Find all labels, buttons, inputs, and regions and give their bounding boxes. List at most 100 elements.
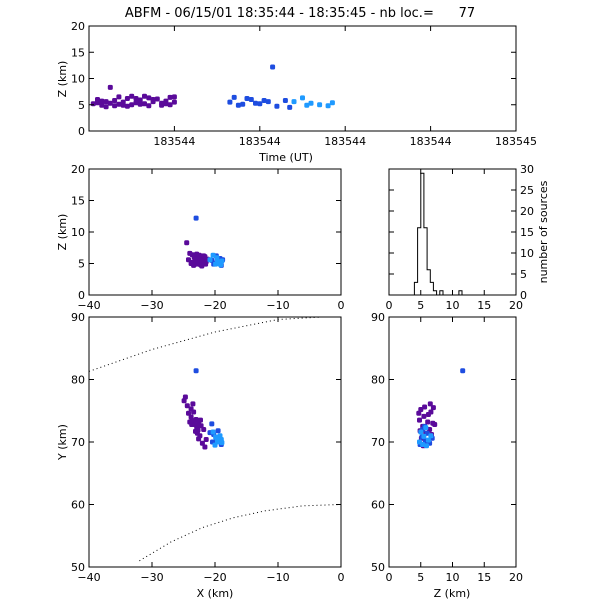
altitude-histogram-y-tick-label: 25 [520, 184, 534, 197]
time-height-point [116, 101, 122, 107]
x-y-xlabel: X (km) [197, 587, 234, 600]
x-y-point [215, 428, 221, 434]
z-y-point [416, 410, 422, 416]
z-y-point [427, 401, 433, 407]
x-y-point [196, 436, 202, 442]
x-y-ticks: −40 −30 −20 −10 0 50 60 70 80 90 [71, 311, 345, 584]
x-z-ylabel: Z (km) [56, 214, 69, 251]
x-z-point [219, 258, 225, 264]
x-y-point [193, 368, 199, 374]
z-y-x-tick-label: 10 [446, 571, 460, 584]
x-z-ticks: −40 −30 −20 −10 0 0 5 10 15 20 [71, 163, 345, 312]
z-y-point [418, 407, 424, 412]
x-y-x-tick-label: −20 [203, 571, 226, 584]
x-y-y-tick-label: 50 [71, 561, 85, 574]
z-y-point [421, 433, 427, 439]
x-z-y-tick-label: 15 [71, 195, 85, 208]
z-y-panel: 0 5 10 15 20 50 60 70 80 90 Z (km) [371, 311, 523, 600]
x-y-ylabel: Y (km) [56, 424, 69, 461]
x-z-x-tick-label: −20 [203, 299, 226, 312]
time-height-ylabel: Z (km) [56, 61, 69, 98]
x-y-point [201, 427, 207, 432]
x-y-point [214, 435, 220, 441]
time-height-point [142, 101, 147, 107]
time-height-point [120, 102, 126, 108]
z-y-point [417, 417, 422, 423]
altitude-histogram-x-tick-label: 5 [417, 299, 424, 312]
z-y-xlabel: Z (km) [434, 587, 471, 600]
time-height-point [257, 101, 263, 107]
time-height-point [270, 64, 276, 70]
time-height-point [95, 100, 100, 106]
time-height-point [133, 100, 139, 106]
range-ring-1 [88, 316, 323, 372]
altitude-histogram-y-tick-label: 0 [520, 289, 527, 302]
x-y-x-tick-label: 0 [338, 571, 345, 584]
z-y-y-tick-label: 70 [371, 436, 385, 449]
x-y-point [210, 429, 216, 435]
z-y-point [430, 405, 436, 411]
time-height-point [253, 100, 258, 106]
z-y-ticks: 0 5 10 15 20 50 60 70 80 90 [371, 311, 523, 584]
time-height-point [99, 98, 105, 104]
z-y-point [425, 419, 431, 425]
x-z-panel: −40 −30 −20 −10 0 0 5 10 15 20 Z (km) [56, 163, 345, 312]
x-z-point [196, 252, 202, 258]
x-y-y-tick-label: 90 [71, 311, 85, 324]
z-y-x-tick-label: 5 [417, 571, 424, 584]
time-height-point [99, 102, 105, 108]
z-y-point [422, 404, 428, 410]
time-height-point [329, 100, 335, 106]
z-y-y-tick-label: 80 [371, 374, 385, 387]
x-y-point [202, 444, 208, 450]
x-z-point [186, 257, 191, 263]
z-y-y-tick-label: 50 [371, 561, 385, 574]
time-height-ticks: 183544 183544 183544 183544 183545 0 5 10 15 20 [71, 20, 537, 148]
time-height-point [107, 100, 113, 106]
x-z-point [193, 215, 199, 221]
time-height-point [308, 100, 314, 106]
z-y-x-tick-label: 15 [477, 571, 491, 584]
time-height-point [240, 101, 246, 107]
z-y-point [432, 422, 438, 427]
time-height-point [244, 96, 250, 101]
time-height-point [154, 96, 160, 102]
z-y-y-tick-label: 60 [371, 499, 385, 512]
x-y-x-tick-label: −40 [77, 571, 100, 584]
time-height-point [265, 99, 271, 105]
x-z-x-tick-label: −10 [266, 299, 289, 312]
time-height-panel: 183544 183544 183544 183544 183545 0 5 10 15 20 T… [56, 20, 537, 164]
time-height-point [112, 98, 118, 103]
time-height-point [304, 102, 310, 108]
x-y-point [189, 422, 195, 427]
altitude-histogram-y-tick-label: 30 [520, 163, 534, 176]
x-y-panel: −40 −30 −20 −10 0 50 60 70 80 90 X (km) Y (km) [56, 311, 345, 600]
x-y-point [203, 437, 209, 442]
altitude-histogram-y-tick-label: 5 [520, 268, 527, 281]
altitude-histogram-ylabel: number of sources [537, 180, 550, 283]
time-height-point [248, 97, 254, 102]
altitude-histogram-y-tick-label: 20 [520, 205, 534, 218]
x-z-point [214, 255, 220, 261]
time-height-point [235, 102, 241, 108]
x-y-point [193, 428, 198, 434]
x-y-point [212, 442, 218, 448]
time-height-point [159, 102, 165, 108]
altitude-histogram-y-tick-label: 10 [520, 247, 534, 260]
time-height-point [107, 84, 113, 90]
x-z-y-tick-label: 20 [71, 163, 85, 176]
time-height-point [261, 98, 267, 103]
x-z-point [199, 263, 205, 269]
x-y-point [198, 417, 203, 423]
time-height-y-tick-label: 0 [78, 125, 85, 138]
time-height-point [137, 101, 143, 107]
time-height-xlabel: Time (UT) [258, 151, 313, 164]
x-y-point [181, 398, 187, 404]
x-z-point [184, 240, 190, 246]
x-z-x-tick-label: −30 [140, 299, 163, 312]
time-height-x-tick-label: 183544 [324, 135, 366, 148]
time-height-point [227, 99, 233, 105]
time-height-point [146, 95, 152, 101]
